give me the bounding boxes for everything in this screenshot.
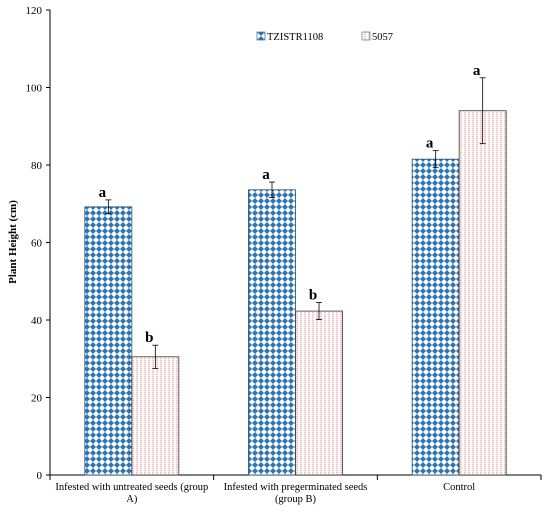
bar-tzistr1108-2 <box>411 158 460 476</box>
legend-label-tzistr1108: TZISTR1108 <box>267 32 323 43</box>
y-axis: 0 20 40 60 80 100 120 <box>26 5 51 482</box>
y-tick-label: 40 <box>31 315 43 327</box>
x-axis <box>49 474 542 480</box>
data-label-5057-2: a <box>473 63 481 79</box>
y-tick-label: 100 <box>26 83 43 95</box>
legend-swatch-tzistr1108 <box>256 31 266 41</box>
y-tick-label: 60 <box>31 238 43 250</box>
error-bar-5057-1 <box>316 302 322 321</box>
error-bar-5057-2 <box>479 77 486 145</box>
data-label-tzistr1108-1: a <box>262 167 270 183</box>
y-tick-label: 20 <box>31 393 43 405</box>
legend: TZISTR1108 5057 <box>256 31 393 43</box>
y-axis-label: Plant Height (cm) <box>7 200 19 284</box>
bar-tzistr1108-0 <box>84 206 133 476</box>
error-bar-tzistr1108-0 <box>105 199 112 215</box>
bar-5057-1 <box>295 310 343 476</box>
y-tick-label: 80 <box>31 160 43 172</box>
legend-label-5057: 5057 <box>372 32 393 43</box>
category-label-0: Infested with untreated seeds (group A) <box>55 482 208 505</box>
bar-tzistr1108-1 <box>248 189 296 476</box>
category-labels: Infested with untreated seeds (group A) In… <box>55 482 475 505</box>
y-tick-label: 120 <box>26 5 43 17</box>
data-label-tzistr1108-2: a <box>426 136 434 152</box>
error-bar-tzistr1108-1 <box>269 181 275 198</box>
bar-5057-2 <box>458 110 507 476</box>
error-bars <box>105 77 486 369</box>
y-tick-label: 0 <box>37 470 43 482</box>
data-label-5057-0: b <box>145 330 153 346</box>
category-label-1: Infested with pregerminated seeds (group … <box>224 482 368 505</box>
data-labels: a b a b a a <box>99 63 481 346</box>
bars <box>84 110 507 476</box>
legend-swatch-5057 <box>361 31 371 41</box>
error-bar-5057-0 <box>152 344 159 369</box>
data-label-tzistr1108-0: a <box>99 185 107 201</box>
bar-5057-0 <box>131 356 180 476</box>
error-bar-tzistr1108-2 <box>432 150 439 169</box>
category-label-2: Control <box>443 482 475 493</box>
data-label-5057-1: b <box>309 288 317 304</box>
